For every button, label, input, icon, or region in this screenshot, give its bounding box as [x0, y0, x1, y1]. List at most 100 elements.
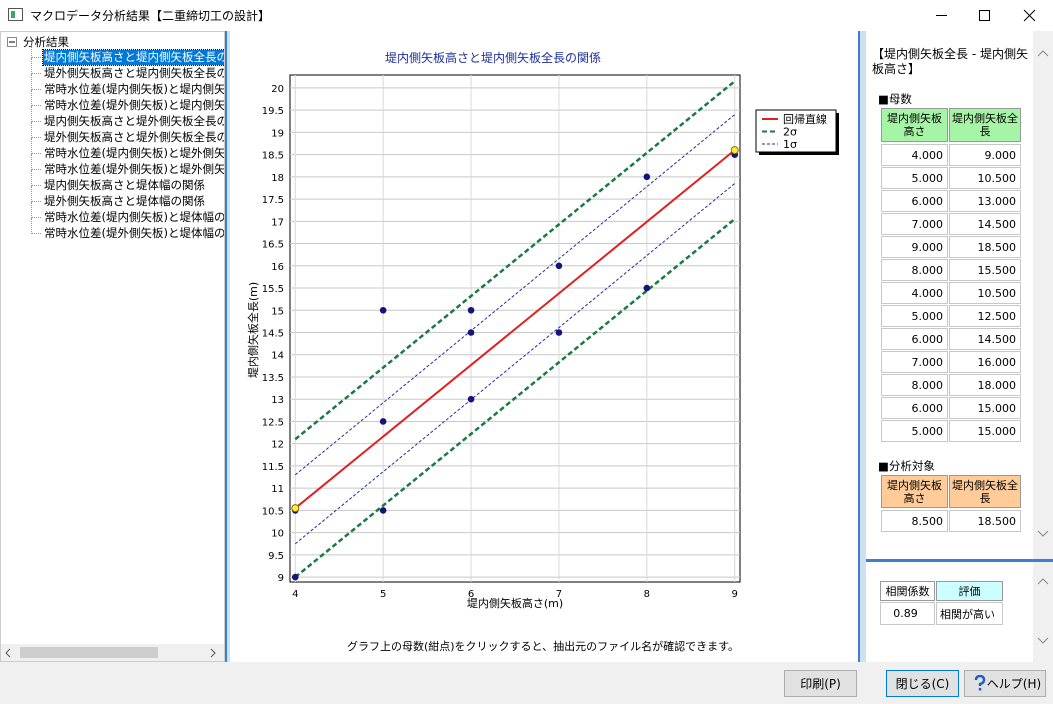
- data-point[interactable]: [291, 573, 299, 581]
- table-cell: 13.000: [949, 190, 1021, 212]
- table-cell: 5.000: [881, 167, 948, 189]
- x-tick-label: 5: [380, 589, 386, 600]
- table-cell: 4.000: [881, 282, 948, 304]
- tree-item[interactable]: 堤内側矢板高さと堤外側矢板全長の: [44, 114, 224, 128]
- y-tick-label: 13: [271, 395, 284, 406]
- table-cell: 0.89: [880, 602, 935, 625]
- table-cell: 12.500: [949, 305, 1021, 327]
- y-tick-label: 9: [278, 573, 284, 584]
- data-point[interactable]: [555, 329, 563, 336]
- tree-item[interactable]: 常時水位差(堤外側矢板)と堤外側矢: [44, 162, 224, 176]
- tree-connector: [31, 186, 41, 202]
- y-tick-label: 15: [271, 306, 284, 317]
- tree-item[interactable]: 堤外側矢板高さと堤体幅の関係: [44, 194, 205, 208]
- tree-item[interactable]: 堤内側矢板高さと堤内側矢板全長の: [42, 49, 224, 66]
- tree-item[interactable]: 堤外側矢板高さと堤外側矢板全長の: [44, 130, 224, 144]
- v-scrollbar[interactable]: [1033, 562, 1053, 662]
- tree-root[interactable]: 分析結果: [23, 35, 69, 49]
- scroll-thumb[interactable]: [20, 647, 158, 658]
- table-cell: 7.000: [881, 351, 948, 373]
- table-header: 堤内側矢板高さ: [881, 475, 948, 508]
- table-cell: 5.000: [881, 420, 948, 442]
- table-header: 評価: [936, 581, 1003, 601]
- y-tick-label: 17: [271, 217, 284, 228]
- table-header: 堤内側矢板全長: [949, 475, 1021, 508]
- y-tick-label: 14: [271, 351, 284, 362]
- y-tick-label: 16: [271, 262, 284, 273]
- table-cell: 10.500: [949, 167, 1021, 189]
- table-cell: 15.000: [949, 397, 1021, 419]
- y-tick-label: 18: [271, 173, 284, 184]
- tree-toggle[interactable]: [7, 37, 19, 49]
- x-tick-label: 4: [292, 589, 298, 600]
- tree-item[interactable]: 常時水位差(堤内側矢板)と堤内側矢: [44, 82, 224, 96]
- tree-item[interactable]: 堤内側矢板高さと堤体幅の関係: [44, 178, 205, 192]
- button[interactable]: 印刷(P): [784, 670, 857, 697]
- legend-label: 2σ: [783, 126, 797, 139]
- line-endpoint: [730, 146, 739, 155]
- data-point[interactable]: [379, 306, 387, 314]
- y-tick-label: 14.5: [262, 329, 284, 340]
- tree-connector: [31, 90, 41, 106]
- y-tick-label: 17.5: [262, 195, 284, 206]
- sigma-upper: [294, 80, 736, 441]
- data-point[interactable]: [555, 262, 563, 270]
- v-scrollbar[interactable]: [1033, 31, 1053, 559]
- data-point[interactable]: [379, 507, 387, 514]
- table-cell: 15.500: [949, 259, 1021, 281]
- tree-item[interactable]: 常時水位差(堤内側矢板)と堤体幅の: [44, 210, 224, 224]
- scroll-arrows[interactable]: [4, 648, 219, 658]
- chart-note: グラフ上の母数(紺点)をクリックすると、抽出元のファイル名が確認できます。: [347, 639, 739, 653]
- table-header: 堤内側矢板全長: [949, 108, 1021, 142]
- data-point[interactable]: [379, 418, 387, 425]
- h-scrollbar[interactable]: [1, 644, 224, 661]
- tree-connector: [31, 170, 41, 186]
- y-tick-label: 16.5: [262, 240, 284, 251]
- y-tick-label: 10: [271, 529, 284, 540]
- tree-item[interactable]: 常時水位差(堤外側矢板)と堤体幅の: [44, 226, 224, 240]
- legend-label: 1σ: [783, 138, 797, 151]
- table-cell: 14.500: [949, 328, 1021, 350]
- table-cell: 18.000: [949, 374, 1021, 396]
- window-title: マクロデータ分析結果【二重締切工の設計】: [30, 9, 271, 23]
- tree-item[interactable]: 常時水位差(堤外側矢板)と堤内側矢: [44, 98, 224, 112]
- tree-connector: [31, 154, 41, 170]
- data-point[interactable]: [643, 173, 651, 181]
- y-tick-label: 20: [271, 84, 284, 95]
- table-header: 相関係数: [880, 581, 935, 601]
- tree-item[interactable]: 堤外側矢板高さと堤内側矢板全長の: [44, 66, 224, 80]
- tree-connector: [31, 58, 41, 74]
- table-cell: 7.000: [881, 213, 948, 235]
- table-cell: 8.000: [881, 374, 948, 396]
- tree-connector: [31, 74, 41, 90]
- sigma-lower: [294, 218, 736, 579]
- data-point[interactable]: [467, 395, 475, 403]
- target-heading: ■分析対象: [878, 459, 935, 473]
- splitter[interactable]: [858, 31, 866, 662]
- button[interactable]: 閉じる(C): [886, 670, 959, 697]
- data-point[interactable]: [467, 306, 475, 314]
- tree-connector: [31, 106, 41, 122]
- line-endpoint: [291, 504, 300, 513]
- y-tick-label: 12: [271, 440, 284, 451]
- table-cell: 9.000: [881, 236, 948, 258]
- title-bar: マクロデータ分析結果【二重締切工の設計】: [0, 0, 1053, 31]
- x-tick-label: 7: [556, 589, 562, 600]
- button[interactable]: ヘルプ(H): [964, 670, 1046, 697]
- tree-connector: [31, 138, 41, 154]
- tree-item[interactable]: 常時水位差(堤内側矢板)と堤外側矢: [44, 146, 224, 160]
- tree-connector: [31, 218, 41, 234]
- legend: [755, 109, 837, 153]
- chart-pane: 堤内側矢板高さと堤内側矢板全長の関係 堤内側矢板高さ(m) 堤内側矢板全長(m)…: [230, 31, 858, 662]
- table-cell: 4.000: [881, 144, 948, 166]
- y-tick-label: 12.5: [262, 417, 284, 428]
- y-tick-label: 10.5: [262, 506, 284, 517]
- data-point[interactable]: [467, 329, 475, 336]
- data-point[interactable]: [643, 284, 651, 292]
- tree-connector: [31, 42, 41, 58]
- table-cell: 8.000: [881, 259, 948, 281]
- y-tick-label: 11.5: [262, 462, 284, 473]
- window-controls[interactable]: [920, 0, 1053, 31]
- splitter[interactable]: [225, 31, 230, 662]
